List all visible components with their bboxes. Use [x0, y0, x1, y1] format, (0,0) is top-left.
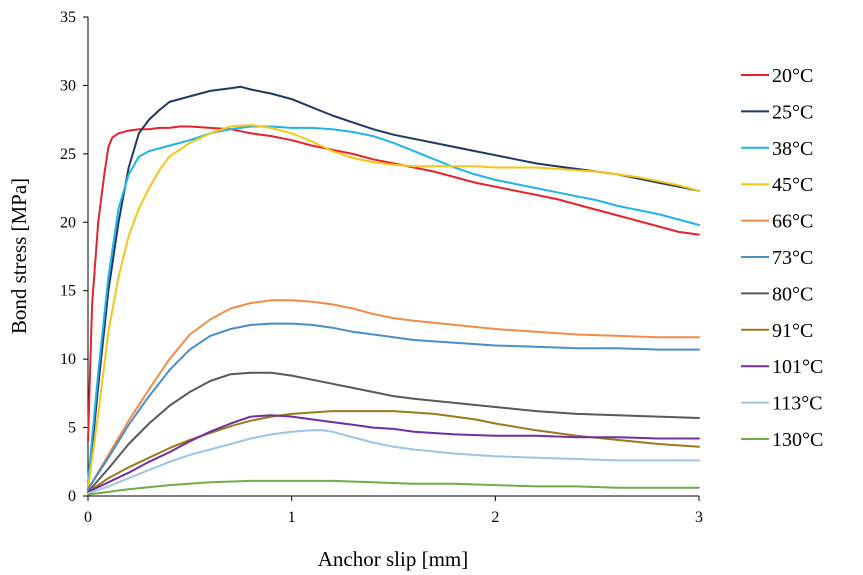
- legend-label: 45°C: [772, 174, 813, 196]
- legend-label: 113°C: [772, 393, 823, 415]
- series-line-80C: [87, 371, 700, 493]
- series-line-130C: [87, 479, 700, 496]
- x-tick-label: 2: [491, 509, 499, 526]
- y-tick-label: 25: [60, 146, 76, 163]
- legend-label: 101°C: [772, 356, 823, 378]
- y-tick-label: 5: [68, 420, 76, 437]
- series-line-101C: [87, 414, 700, 493]
- legend-label: 130°C: [772, 429, 823, 451]
- y-tick-label: 35: [60, 9, 76, 26]
- y-tick-label: 0: [68, 488, 76, 505]
- series-line-66C: [87, 299, 700, 491]
- legend-label: 38°C: [772, 138, 813, 160]
- series-line-73C: [87, 322, 700, 491]
- y-tick-label: 20: [60, 214, 76, 231]
- legend-label: 20°C: [772, 65, 813, 87]
- x-tick-label: 3: [695, 509, 703, 526]
- series-line-20C: [87, 125, 700, 443]
- y-axis-ticks: 0 5 10 15 20 25 30 35: [60, 9, 88, 505]
- x-axis-ticks: 0 1 2 3: [84, 496, 703, 526]
- y-tick-label: 15: [60, 283, 76, 300]
- y-tick-label: 10: [60, 351, 76, 368]
- legend-label: 91°C: [772, 320, 813, 342]
- x-tick-label: 0: [84, 509, 92, 526]
- y-tick-label: 30: [60, 77, 76, 94]
- series-line-25C: [87, 85, 700, 491]
- legend-label: 80°C: [772, 283, 813, 305]
- series-lines: [87, 85, 700, 496]
- x-axis-title: Anchor slip [mm]: [318, 547, 468, 571]
- plot-area: 0 5 10 15 20 25 30 35 0 1 2 3: [60, 9, 703, 526]
- legend-label: 73°C: [772, 247, 813, 269]
- legend-label: 66°C: [772, 211, 813, 233]
- x-tick-label: 1: [288, 509, 296, 526]
- y-axis-title: Bond stress [MPa]: [7, 178, 31, 334]
- series-line-113C: [87, 429, 700, 495]
- series-line-45C: [87, 124, 700, 491]
- series-line-38C: [87, 125, 700, 484]
- series-line-91C: [87, 410, 700, 493]
- legend: 20°C 25°C 38°C 45°C 66°C 73°C 80°C 91°C 101°C 113…: [741, 65, 823, 451]
- legend-label: 25°C: [772, 101, 813, 123]
